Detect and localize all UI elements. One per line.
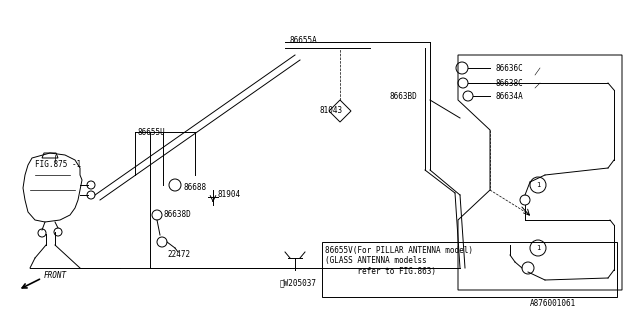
Text: 86636C: 86636C — [495, 64, 523, 73]
Text: 86634A: 86634A — [495, 92, 523, 101]
Text: 86655V(For PILLAR ANTENNA model)
(GLASS ANTENNA modelss
       refer to FIG.863): 86655V(For PILLAR ANTENNA model) (GLASS … — [325, 246, 473, 276]
Text: A876001061: A876001061 — [530, 299, 576, 308]
Text: 22472: 22472 — [167, 250, 190, 259]
Bar — [322, 242, 617, 297]
Text: 86688: 86688 — [183, 183, 206, 192]
Text: 86655A: 86655A — [290, 36, 317, 45]
Text: FRONT: FRONT — [44, 271, 67, 281]
Text: 81904: 81904 — [218, 190, 241, 199]
Text: FIG.875 -1: FIG.875 -1 — [35, 160, 81, 169]
Text: 1: 1 — [536, 182, 540, 188]
Text: 86655U: 86655U — [138, 128, 166, 137]
Text: ①W205037: ①W205037 — [280, 278, 317, 287]
Text: 8663BD: 8663BD — [390, 92, 418, 101]
Text: 86638C: 86638C — [495, 79, 523, 88]
Text: 86638D: 86638D — [163, 210, 191, 219]
Text: 81043: 81043 — [320, 106, 343, 115]
Text: 1: 1 — [536, 245, 540, 251]
